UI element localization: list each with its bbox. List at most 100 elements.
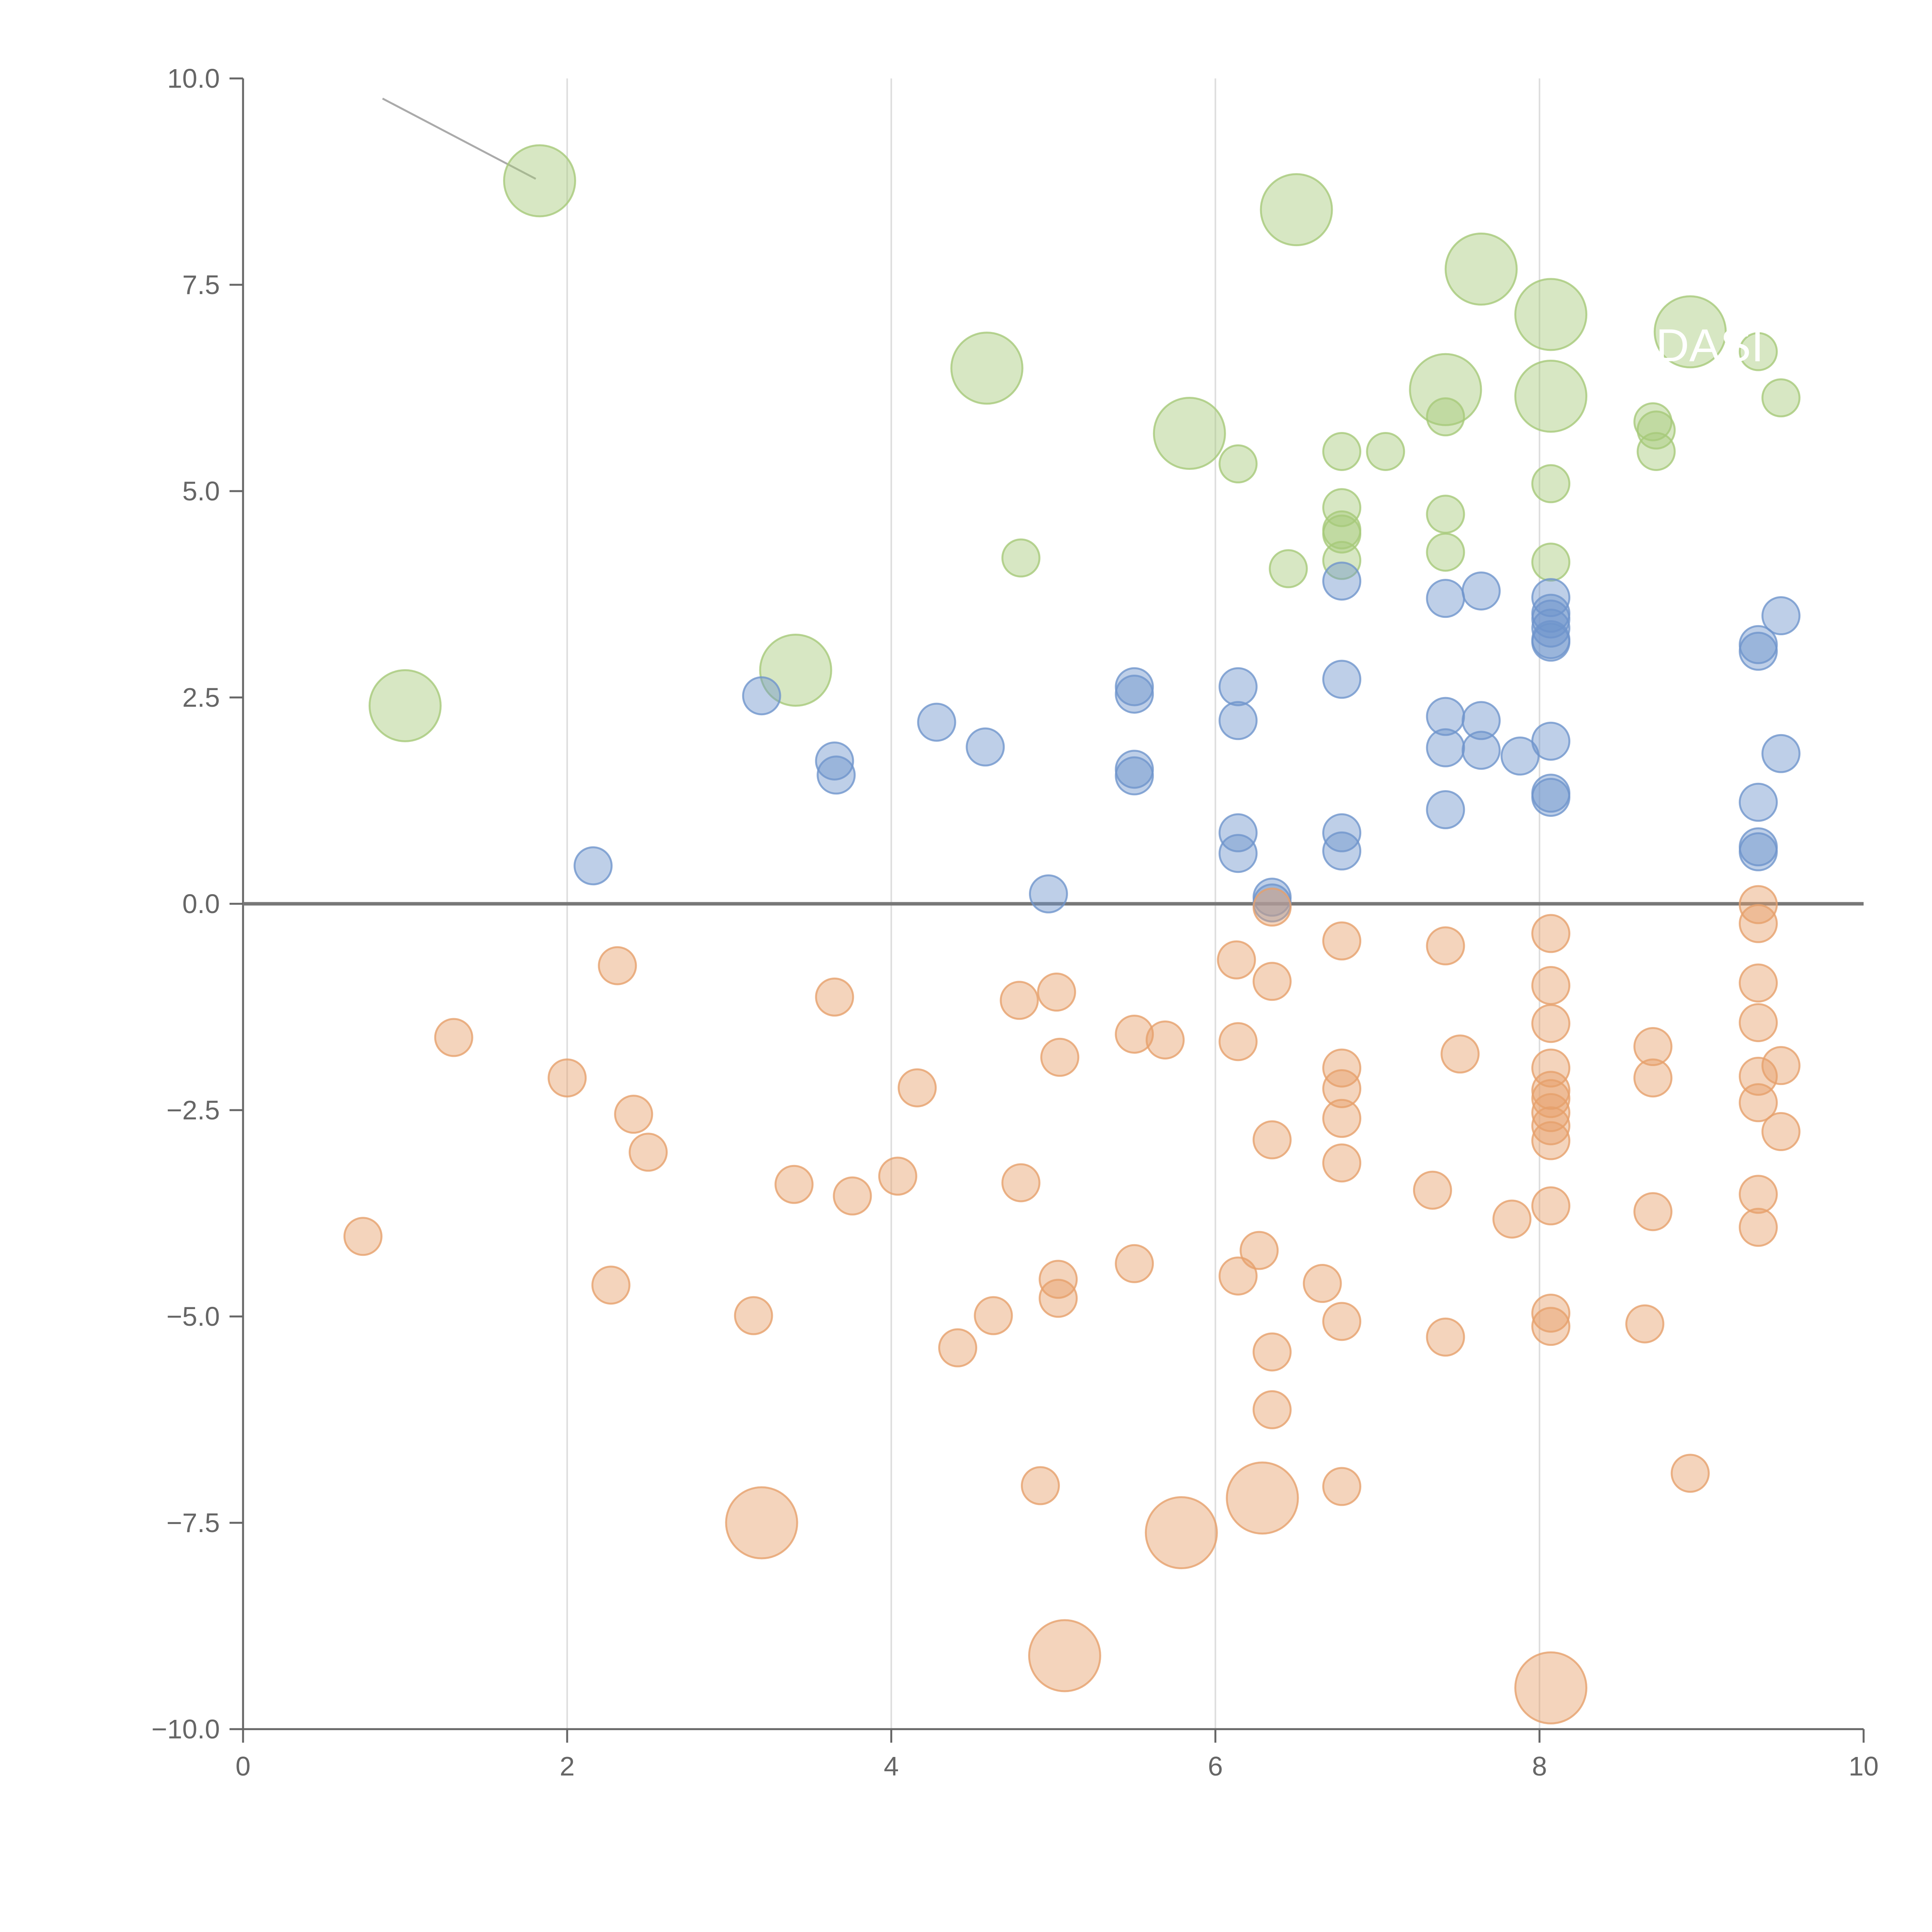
blue-data-point xyxy=(1218,667,1258,706)
orange-data-point xyxy=(1738,1208,1778,1247)
blue-data-point xyxy=(1218,834,1258,873)
orange-data-point xyxy=(815,977,854,1017)
orange-data-point xyxy=(1322,1143,1362,1183)
orange-data-point xyxy=(1633,1027,1673,1066)
blue-data-point xyxy=(1761,734,1801,773)
orange-data-point xyxy=(1226,1461,1299,1535)
blue-data-point xyxy=(742,676,781,716)
blue-data-point xyxy=(1761,596,1801,636)
orange-data-point xyxy=(1531,1106,1571,1146)
orange-data-point xyxy=(1252,1120,1292,1160)
y-tick-label: −2.5 xyxy=(167,1095,220,1125)
green-data-point xyxy=(1269,549,1308,588)
orange-data-point xyxy=(1531,914,1571,953)
orange-data-point xyxy=(1252,1390,1292,1429)
blue-data-point xyxy=(966,727,1005,767)
orange-data-point xyxy=(1531,1004,1571,1043)
blue-data-point xyxy=(1531,578,1571,617)
orange-data-point xyxy=(1145,1496,1218,1570)
blue-data-point xyxy=(1531,599,1571,639)
orange-data-point xyxy=(1426,926,1465,966)
orange-data-point xyxy=(1218,1256,1258,1296)
green-data-point xyxy=(1653,295,1727,369)
blue-data-point xyxy=(1531,622,1571,662)
green-data-point xyxy=(950,332,1024,405)
blue-data-point xyxy=(1115,756,1154,796)
orange-data-point xyxy=(1252,1332,1292,1372)
blue-data-point xyxy=(1738,782,1778,822)
orange-data-point xyxy=(1440,1034,1480,1074)
y-tick-label: 2.5 xyxy=(182,682,220,713)
orange-data-point xyxy=(1240,1231,1279,1270)
orange-data-point xyxy=(1761,1046,1801,1085)
orange-data-point xyxy=(1322,1467,1362,1506)
orange-data-point xyxy=(1738,1083,1778,1122)
green-data-point xyxy=(1366,432,1405,471)
orange-data-point xyxy=(1322,921,1362,961)
orange-data-point xyxy=(1738,1003,1778,1043)
orange-data-point xyxy=(725,1486,798,1560)
blue-data-point xyxy=(1461,701,1501,740)
orange-data-point xyxy=(1531,1307,1571,1346)
orange-data-point xyxy=(1670,1454,1710,1493)
orange-data-point xyxy=(1761,1112,1801,1151)
orange-data-point xyxy=(833,1176,872,1216)
green-data-point xyxy=(1409,353,1482,426)
blue-data-point xyxy=(1322,831,1362,871)
blue-data-point xyxy=(573,846,613,886)
blue-data-point xyxy=(1738,832,1778,871)
orange-data-point xyxy=(614,1095,653,1134)
green-data-point xyxy=(1514,359,1588,433)
green-data-point xyxy=(1218,444,1258,484)
orange-data-point xyxy=(774,1165,814,1204)
green-data-point xyxy=(368,669,442,742)
orange-data-point xyxy=(1413,1170,1452,1210)
blue-data-point xyxy=(1218,701,1258,740)
orange-data-point xyxy=(1303,1264,1342,1303)
x-tick-label: 8 xyxy=(1532,1751,1547,1781)
blue-data-point xyxy=(1461,571,1501,611)
y-tick-label: −5.0 xyxy=(167,1301,220,1332)
green-data-point xyxy=(1761,378,1801,418)
green-data-point xyxy=(1738,332,1778,371)
y-tick-label: 5.0 xyxy=(182,476,220,506)
green-data-point xyxy=(1322,541,1362,580)
orange-data-point xyxy=(1145,1020,1185,1060)
orange-data-point xyxy=(1000,981,1039,1020)
x-tick-label: 0 xyxy=(236,1751,251,1781)
orange-data-point xyxy=(1514,1651,1588,1725)
y-tick-label: 0.0 xyxy=(182,889,220,919)
orange-data-point xyxy=(591,1265,631,1305)
orange-data-point xyxy=(1115,1244,1154,1283)
blue-data-point xyxy=(1461,731,1501,770)
orange-data-point xyxy=(1322,1302,1362,1341)
x-tick-label: 10 xyxy=(1849,1751,1879,1781)
green-data-point xyxy=(1531,543,1571,582)
y-tick-label: −7.5 xyxy=(167,1508,220,1538)
orange-data-point xyxy=(1217,940,1256,980)
x-tick-label: 6 xyxy=(1208,1751,1223,1781)
data-points xyxy=(343,144,1801,1725)
orange-data-point xyxy=(1531,1079,1571,1118)
blue-data-point xyxy=(1426,579,1465,618)
green-data-point xyxy=(1444,232,1518,306)
green-data-point xyxy=(1426,532,1465,572)
orange-data-point xyxy=(1625,1304,1665,1344)
green-data-point xyxy=(1531,464,1571,503)
blue-data-point xyxy=(1531,721,1571,761)
green-data-point xyxy=(1426,397,1465,437)
orange-data-point xyxy=(1531,1121,1571,1160)
orange-data-point xyxy=(1037,973,1076,1012)
green-data-point xyxy=(1426,495,1465,534)
orange-data-point xyxy=(1426,1317,1465,1357)
green-data-point xyxy=(1636,432,1676,471)
chart-annotation: DASI xyxy=(1656,320,1764,371)
y-tick-label: −10.0 xyxy=(151,1714,220,1744)
orange-data-point xyxy=(434,1018,473,1057)
green-data-point xyxy=(1260,173,1333,247)
blue-data-point xyxy=(917,702,956,742)
blue-data-point xyxy=(815,741,854,781)
green-data-point xyxy=(1514,278,1588,351)
orange-data-point xyxy=(1039,1279,1078,1318)
